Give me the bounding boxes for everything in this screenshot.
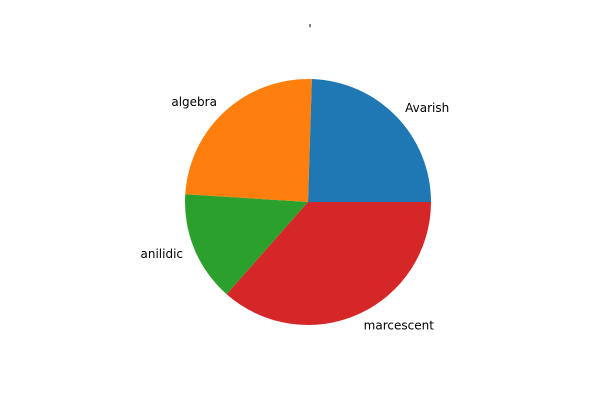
pie-slice-algebra: [185, 78, 312, 202]
pie-label-anilidic: anilidic: [140, 247, 183, 261]
pie-slice-avarish: [308, 79, 431, 202]
chart-title: ': [308, 22, 311, 36]
pie-slices: [184, 78, 431, 325]
pie-labels: Avarish algebra anilidic marcescent: [140, 95, 449, 332]
pie-slice-marcescent: [226, 202, 431, 325]
pie-label-avarish: Avarish: [405, 101, 449, 115]
pie-label-algebra: algebra: [171, 95, 217, 109]
pie-label-marcescent: marcescent: [364, 318, 435, 332]
pie-slice-anilidic: [184, 194, 308, 295]
